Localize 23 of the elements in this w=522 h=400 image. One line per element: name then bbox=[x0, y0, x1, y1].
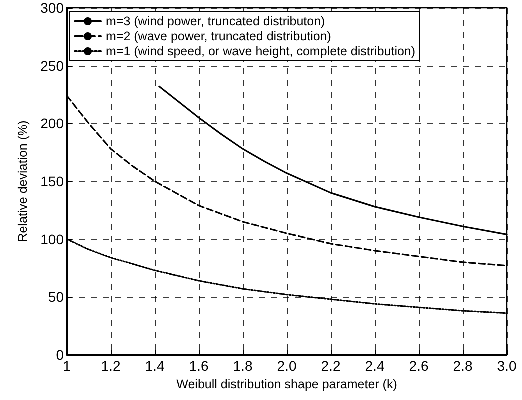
x-tick-label: 2.4 bbox=[365, 358, 385, 374]
y-axis-title: Relative deviation (%) bbox=[16, 120, 30, 242]
x-tick-label: 2.6 bbox=[409, 358, 429, 374]
x-tick-label: 1.6 bbox=[189, 358, 209, 374]
x-tick-label: 1.4 bbox=[145, 358, 165, 374]
x-tick-label: 2.8 bbox=[453, 358, 473, 374]
x-tick-label: 1 bbox=[63, 358, 72, 374]
y-tick-label: 0 bbox=[56, 347, 64, 363]
x-tick-label: 2.2 bbox=[321, 358, 341, 374]
y-tick-label: 150 bbox=[40, 174, 64, 190]
x-axis-title: Weibull distribution shape parameter (k) bbox=[176, 377, 398, 392]
legend-label: m=2 (wave power, truncated distribution) bbox=[106, 30, 332, 44]
y-tick-label: 250 bbox=[40, 58, 64, 74]
y-tick-label: 50 bbox=[48, 289, 64, 306]
x-tick-label: 3.0 bbox=[497, 358, 517, 374]
y-tick-label: 100 bbox=[40, 231, 64, 248]
x-tick-label: 1.8 bbox=[233, 358, 253, 374]
legend-label: m=1 (wind speed, or wave height, complete distribution) bbox=[106, 44, 416, 58]
y-tick-label: 200 bbox=[40, 116, 64, 132]
x-tick-label: 1.2 bbox=[101, 358, 121, 374]
legend-label: m=3 (wind power, truncated distributon) bbox=[106, 14, 326, 28]
y-tick-label: 300 bbox=[40, 0, 64, 16]
x-tick-label: 2.0 bbox=[277, 358, 297, 374]
